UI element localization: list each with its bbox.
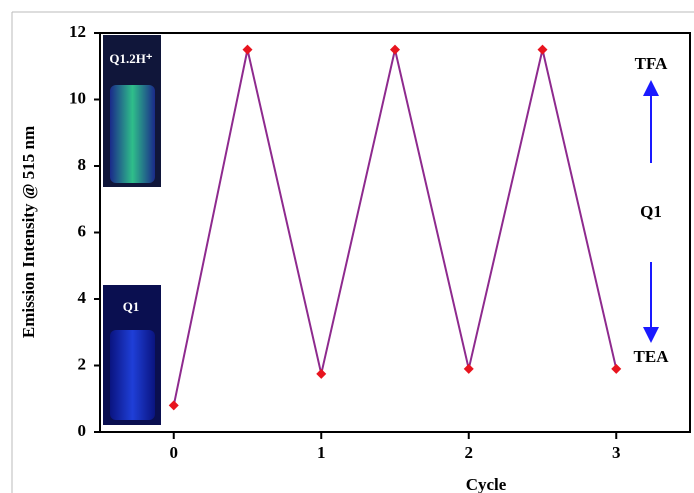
- annotation: Q1: [640, 202, 662, 221]
- annotation: TFA: [635, 54, 668, 73]
- vial: [110, 85, 155, 183]
- x-tick-label: 1: [317, 443, 326, 462]
- x-tick-label: 2: [465, 443, 474, 462]
- y-tick-label: 12: [69, 22, 86, 41]
- inset-label: Q1.2H⁺: [109, 51, 152, 66]
- marker: [390, 44, 400, 55]
- x-tick-label: 3: [612, 443, 621, 462]
- line: [172, 49, 618, 406]
- marker: [611, 363, 622, 374]
- y-tick-label: 2: [78, 354, 87, 373]
- y-axis-label: Emission Intensity @ 515 nm: [19, 126, 38, 338]
- annotation: TEA: [634, 347, 670, 366]
- vial: [110, 330, 155, 420]
- y-tick-label: 10: [69, 88, 86, 107]
- inset-label: Q1: [123, 299, 140, 314]
- marker: [168, 400, 179, 411]
- plot-frame: [99, 32, 691, 433]
- y-tick-label: 6: [78, 221, 87, 240]
- y-tick-label: 0: [78, 421, 87, 440]
- marker: [537, 44, 548, 55]
- x-axis-label: Cycle: [466, 475, 507, 493]
- y-tick-label: 8: [78, 155, 87, 174]
- y-tick-label: 4: [78, 288, 87, 307]
- x-tick-label: 0: [170, 443, 179, 462]
- marker: [242, 44, 253, 55]
- marker: [316, 368, 327, 379]
- marker: [463, 363, 474, 374]
